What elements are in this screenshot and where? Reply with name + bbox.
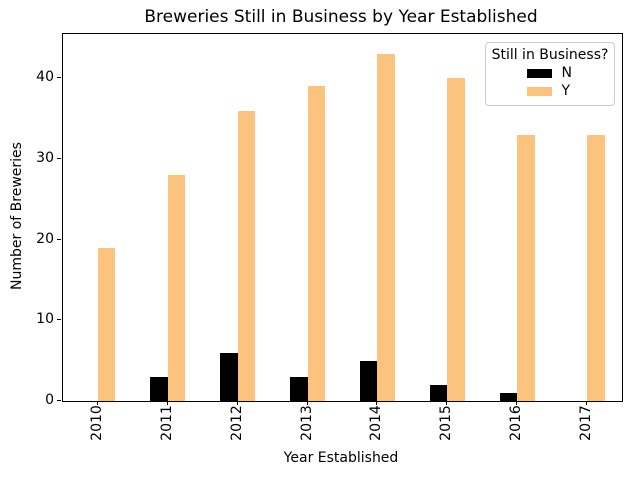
y-tick [57, 158, 61, 159]
bar-y-2010 [97, 247, 116, 401]
y-tick-label: 0 [45, 392, 54, 408]
x-tick-label-2011: 2011 [158, 405, 175, 441]
x-tick [516, 401, 518, 405]
legend-swatch-y [526, 86, 552, 96]
y-tick [57, 238, 61, 240]
bar-y-2015 [447, 78, 465, 401]
bar-n-2013 [290, 376, 308, 401]
x-tick-label-2013: 2013 [298, 405, 315, 441]
chart-title: Breweries Still in Business by Year Esta… [144, 7, 538, 27]
x-tick-label-2010: 2010 [88, 405, 105, 441]
bar-n-2014 [360, 360, 378, 401]
x-axis-label: Year Established [283, 450, 399, 466]
x-tick [166, 401, 168, 405]
x-tick [236, 401, 238, 405]
y-tick [57, 319, 61, 321]
x-tick [446, 401, 448, 405]
bar-y-2017 [587, 134, 605, 401]
y-tick-label: 30 [36, 150, 54, 166]
legend-swatch-n [526, 68, 552, 78]
legend-entry-n: N [486, 64, 614, 82]
bar-n-2016 [499, 392, 518, 401]
legend-label-y: Y [561, 83, 571, 99]
x-tick-label-2017: 2017 [578, 405, 595, 441]
x-tick [306, 401, 308, 405]
y-tick [57, 400, 61, 401]
x-tick-label-2014: 2014 [368, 405, 385, 441]
y-tick-label: 10 [36, 311, 54, 328]
x-tick-label-2012: 2012 [228, 405, 245, 441]
legend: Still in Business? N Y [485, 42, 615, 106]
legend-entry-y: Y [486, 82, 614, 100]
bar-y-2014 [377, 54, 395, 401]
y-tick [57, 77, 61, 79]
y-tick-label: 20 [36, 230, 54, 247]
bar-n-2011 [150, 376, 168, 401]
x-tick-label-2016: 2016 [508, 405, 525, 441]
x-tick [586, 401, 588, 405]
bar-y-2016 [517, 134, 535, 401]
x-tick [376, 401, 378, 405]
bar-n-2012 [220, 352, 238, 401]
bar-y-2013 [307, 86, 326, 401]
bar-n-2015 [429, 384, 448, 401]
y-axis-label: Number of Breweries [9, 142, 25, 290]
y-tick-label: 40 [36, 69, 54, 86]
bar-y-2012 [237, 110, 256, 401]
x-tick-label-2015: 2015 [438, 405, 455, 441]
legend-title: Still in Business? [491, 47, 609, 63]
legend-label-n: N [561, 65, 572, 81]
bar-y-2011 [167, 175, 186, 401]
x-tick [96, 401, 98, 405]
